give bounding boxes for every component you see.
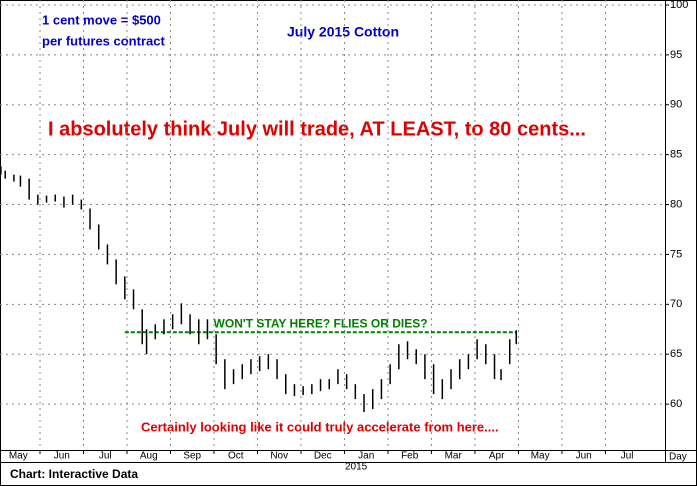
x-tick-label: Apr [489, 451, 505, 462]
chart-title: July 2015 Cotton [287, 24, 399, 40]
x-tick-label: Jun [576, 451, 592, 462]
year-label: 2015 [345, 462, 368, 473]
y-tick-label: 60 [670, 398, 682, 410]
x-tick-label: May [531, 451, 550, 462]
subtitle: per futures contract [42, 33, 165, 48]
source: Chart: Interactive Data [10, 467, 138, 481]
y-tick-label: 75 [670, 248, 682, 260]
subtitle: 1 cent move = $500 [42, 12, 161, 27]
y-tick-label: 80 [670, 198, 682, 210]
y-tick-label: 90 [670, 99, 682, 111]
x-tick-label: Dec [314, 451, 332, 462]
x-tick-label: Aug [140, 451, 158, 462]
y-tick-label: 65 [670, 348, 682, 360]
headline: I absolutely think July will trade, AT L… [48, 118, 586, 140]
footer-note: Certainly looking like it could truly ac… [141, 419, 499, 434]
x-tick-label: Nov [270, 451, 288, 462]
x-tick-label: Jul [99, 451, 112, 462]
y-tick-label: 70 [670, 298, 682, 310]
x-tick-label: May [9, 451, 28, 462]
x-tick-label: Oct [228, 451, 244, 462]
y-tick-label: 85 [670, 149, 682, 161]
x-tick-label: Jun [54, 451, 70, 462]
x-tick-label: Sep [183, 451, 201, 462]
x-tick-label: Jan [358, 451, 374, 462]
y-tick-label: 100 [670, 0, 688, 11]
x-tick-label: Mar [445, 451, 463, 462]
annotation-label: WON'T STAY HERE? FLIES OR DIES? [214, 316, 428, 330]
x-tick-label: Feb [401, 451, 419, 462]
x-tick-label: Jul [621, 451, 634, 462]
x-axis-label: Day [669, 452, 687, 463]
y-tick-label: 95 [670, 49, 682, 61]
